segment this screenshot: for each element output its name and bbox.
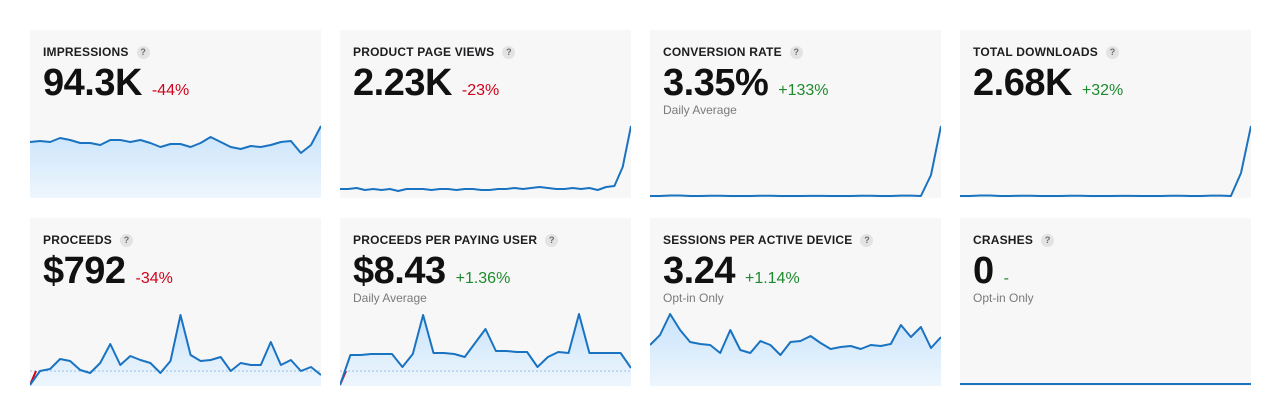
metric-card-product-page-views[interactable]: PRODUCT PAGE VIEWS ? 2.23K -23% — [340, 30, 631, 198]
help-icon[interactable]: ? — [136, 45, 150, 59]
sparkline-chart — [650, 313, 941, 386]
metric-card-total-downloads[interactable]: TOTAL DOWNLOADS ? 2.68K +32% — [960, 30, 1251, 198]
metric-title: TOTAL DOWNLOADS — [973, 45, 1098, 59]
sparkline-chart — [960, 125, 1251, 197]
help-icon[interactable]: ? — [1106, 45, 1119, 59]
sparkline-line — [340, 125, 631, 192]
sparkline-chart — [340, 313, 631, 386]
sparkline-line — [30, 125, 321, 154]
sparkline-area — [650, 314, 941, 386]
metrics-grid: IMPRESSIONS ? 94.3K -44% PRODUCT PAGE VI… — [30, 30, 1251, 386]
metric-card-crashes[interactable]: CRASHES ? 0 - Opt-in Only — [960, 218, 1251, 386]
sparkline-line — [960, 125, 1251, 197]
sparkline-chart — [30, 125, 321, 198]
sparkline-line — [340, 313, 631, 386]
sparkline-area — [340, 314, 631, 386]
help-icon[interactable]: ? — [119, 233, 133, 247]
metric-change: - — [1003, 270, 1009, 287]
metric-title: CONVERSION RATE — [663, 45, 782, 59]
metric-value: 0 — [973, 250, 994, 292]
metric-change: -34% — [135, 270, 173, 287]
help-icon[interactable]: ? — [502, 45, 516, 59]
metric-value: $8.43 — [353, 250, 446, 292]
sparkline-area — [30, 126, 321, 198]
help-icon[interactable]: ? — [860, 233, 874, 247]
metric-change: +32% — [1081, 82, 1124, 99]
metric-title: PROCEEDS PER PAYING USER — [353, 233, 538, 247]
metric-change: +1.36% — [455, 270, 511, 287]
metric-value: $792 — [43, 250, 126, 292]
sparkline-chart — [340, 125, 631, 192]
metric-subtitle: Opt-in Only — [663, 291, 724, 305]
sparkline-area — [30, 315, 321, 386]
help-icon[interactable]: ? — [789, 45, 803, 59]
sparkline-line — [30, 314, 321, 386]
metric-subtitle: Daily Average — [353, 291, 427, 305]
sparkline-chart — [30, 314, 321, 386]
help-icon[interactable]: ? — [1041, 233, 1055, 247]
metric-card-conversion-rate[interactable]: CONVERSION RATE ? 3.35% +133% Daily Aver… — [650, 30, 941, 198]
help-icon[interactable]: ? — [545, 233, 559, 247]
sparkline-chart — [960, 383, 1251, 385]
metric-card-impressions[interactable]: IMPRESSIONS ? 94.3K -44% — [30, 30, 321, 198]
metric-change: +1.14% — [744, 270, 800, 287]
sparkline-line — [650, 313, 941, 356]
sparkline-line — [650, 125, 941, 197]
metric-title: CRASHES — [973, 233, 1034, 247]
metric-subtitle: Daily Average — [663, 103, 737, 117]
metric-change: -44% — [151, 82, 190, 99]
sparkline-chart — [650, 125, 941, 197]
metric-title: PROCEEDS — [43, 233, 112, 247]
metric-card-proceeds-per-paying-user[interactable]: PROCEEDS PER PAYING USER ? $8.43 +1.36% … — [340, 218, 631, 386]
metric-value: 2.68K — [973, 62, 1072, 104]
metric-card-proceeds[interactable]: PROCEEDS ? $792 -34% — [30, 218, 321, 386]
metric-change: +133% — [778, 82, 829, 99]
metric-subtitle: Opt-in Only — [973, 291, 1034, 305]
metric-change: -23% — [461, 82, 500, 99]
metric-card-sessions-per-active-device[interactable]: SESSIONS PER ACTIVE DEVICE ? 3.24 +1.14%… — [650, 218, 941, 386]
metric-title: SESSIONS PER ACTIVE DEVICE — [663, 233, 853, 247]
metric-value: 3.24 — [663, 250, 735, 292]
metric-title: IMPRESSIONS — [43, 45, 129, 59]
metric-value: 94.3K — [43, 62, 142, 104]
metric-value: 2.23K — [353, 62, 452, 104]
metric-value: 3.35% — [663, 62, 769, 104]
metric-title: PRODUCT PAGE VIEWS — [353, 45, 495, 59]
